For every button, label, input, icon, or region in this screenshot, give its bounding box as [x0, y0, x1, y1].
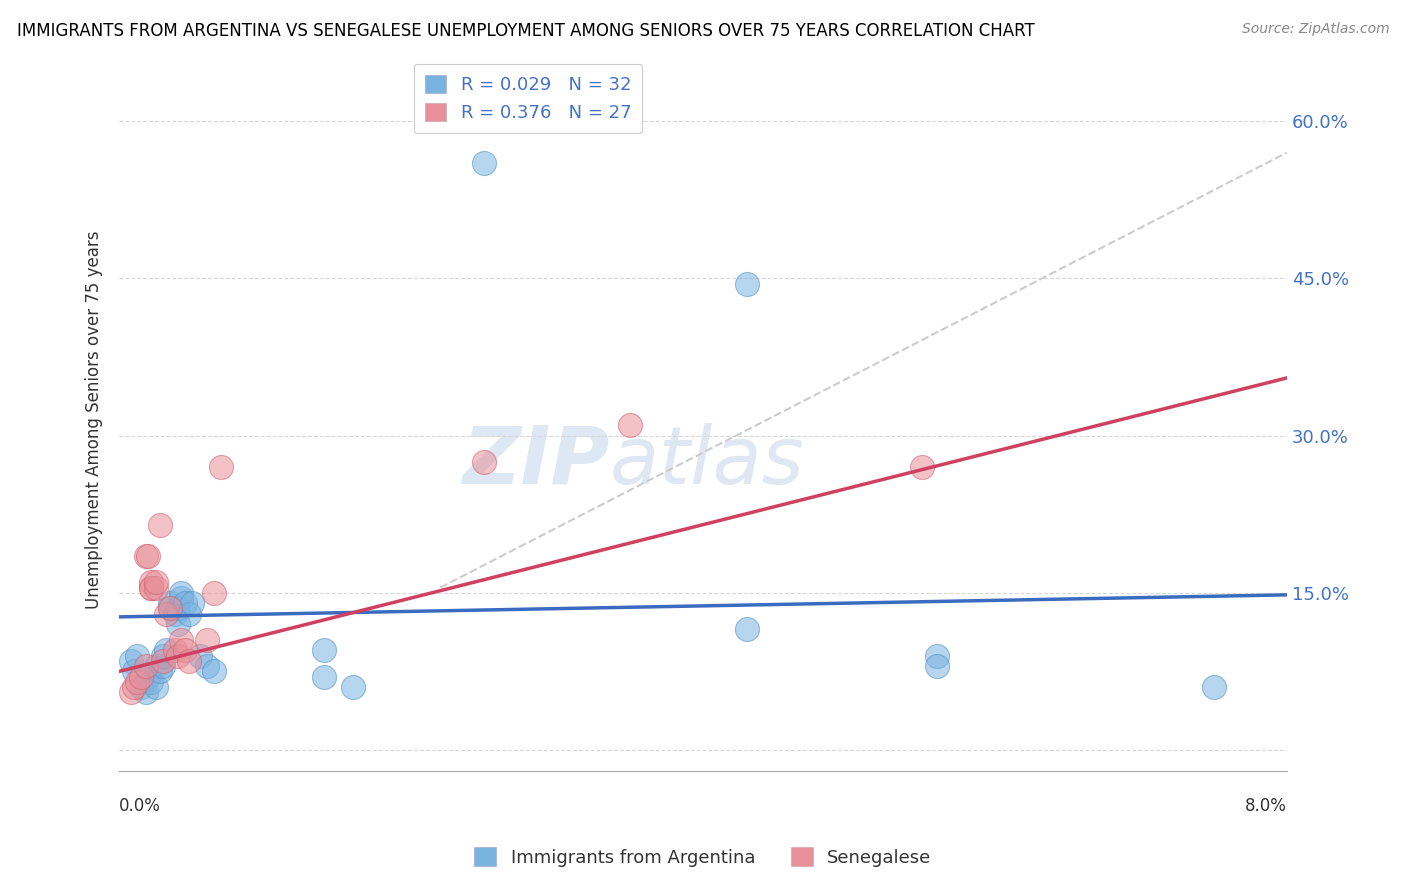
- Point: [166, 617, 188, 632]
- Text: Source: ZipAtlas.com: Source: ZipAtlas.com: [1241, 22, 1389, 37]
- Point: [155, 643, 177, 657]
- Point: [312, 643, 335, 657]
- Point: [149, 665, 172, 679]
- Point: [145, 680, 167, 694]
- Text: IMMIGRANTS FROM ARGENTINA VS SENEGALESE UNEMPLOYMENT AMONG SENIORS OVER 75 YEARS: IMMIGRANTS FROM ARGENTINA VS SENEGALESE …: [17, 22, 1035, 40]
- Point: [342, 680, 364, 694]
- Point: [472, 156, 495, 170]
- Point: [174, 596, 197, 610]
- Point: [195, 659, 218, 673]
- Point: [152, 654, 174, 668]
- Point: [125, 648, 148, 663]
- Point: [159, 601, 181, 615]
- Point: [312, 670, 335, 684]
- Point: [181, 596, 204, 610]
- Point: [911, 460, 934, 475]
- Point: [169, 586, 191, 600]
- Point: [202, 665, 225, 679]
- Point: [149, 517, 172, 532]
- Point: [152, 648, 174, 663]
- Point: [925, 648, 948, 663]
- Point: [122, 665, 145, 679]
- Point: [141, 575, 163, 590]
- Point: [145, 659, 167, 673]
- Point: [174, 643, 197, 657]
- Point: [1202, 680, 1225, 694]
- Point: [135, 659, 157, 673]
- Point: [169, 632, 191, 647]
- Text: 0.0%: 0.0%: [120, 797, 162, 815]
- Point: [129, 680, 152, 694]
- Text: atlas: atlas: [610, 423, 804, 501]
- Point: [141, 581, 163, 595]
- Point: [163, 607, 186, 621]
- Point: [129, 670, 152, 684]
- Point: [138, 670, 160, 684]
- Legend: R = 0.029   N = 32, R = 0.376   N = 27: R = 0.029 N = 32, R = 0.376 N = 27: [413, 63, 643, 133]
- Point: [145, 581, 167, 595]
- Point: [188, 648, 211, 663]
- Point: [202, 586, 225, 600]
- Point: [163, 643, 186, 657]
- Point: [155, 607, 177, 621]
- Text: 8.0%: 8.0%: [1244, 797, 1286, 815]
- Point: [166, 601, 188, 615]
- Point: [735, 277, 758, 291]
- Text: ZIP: ZIP: [463, 423, 610, 501]
- Point: [195, 632, 218, 647]
- Point: [120, 685, 142, 699]
- Point: [141, 581, 163, 595]
- Point: [135, 549, 157, 563]
- Point: [472, 455, 495, 469]
- Point: [619, 418, 641, 433]
- Legend: Immigrants from Argentina, Senegalese: Immigrants from Argentina, Senegalese: [467, 840, 939, 874]
- Point: [735, 623, 758, 637]
- Y-axis label: Unemployment Among Seniors over 75 years: Unemployment Among Seniors over 75 years: [86, 231, 103, 609]
- Point: [145, 575, 167, 590]
- Point: [209, 460, 232, 475]
- Point: [138, 549, 160, 563]
- Point: [141, 674, 163, 689]
- Point: [166, 648, 188, 663]
- Point: [925, 659, 948, 673]
- Point: [169, 591, 191, 605]
- Point: [122, 680, 145, 694]
- Point: [159, 596, 181, 610]
- Point: [152, 659, 174, 673]
- Point: [179, 654, 201, 668]
- Point: [159, 601, 181, 615]
- Point: [120, 654, 142, 668]
- Point: [179, 607, 201, 621]
- Point: [125, 674, 148, 689]
- Point: [135, 685, 157, 699]
